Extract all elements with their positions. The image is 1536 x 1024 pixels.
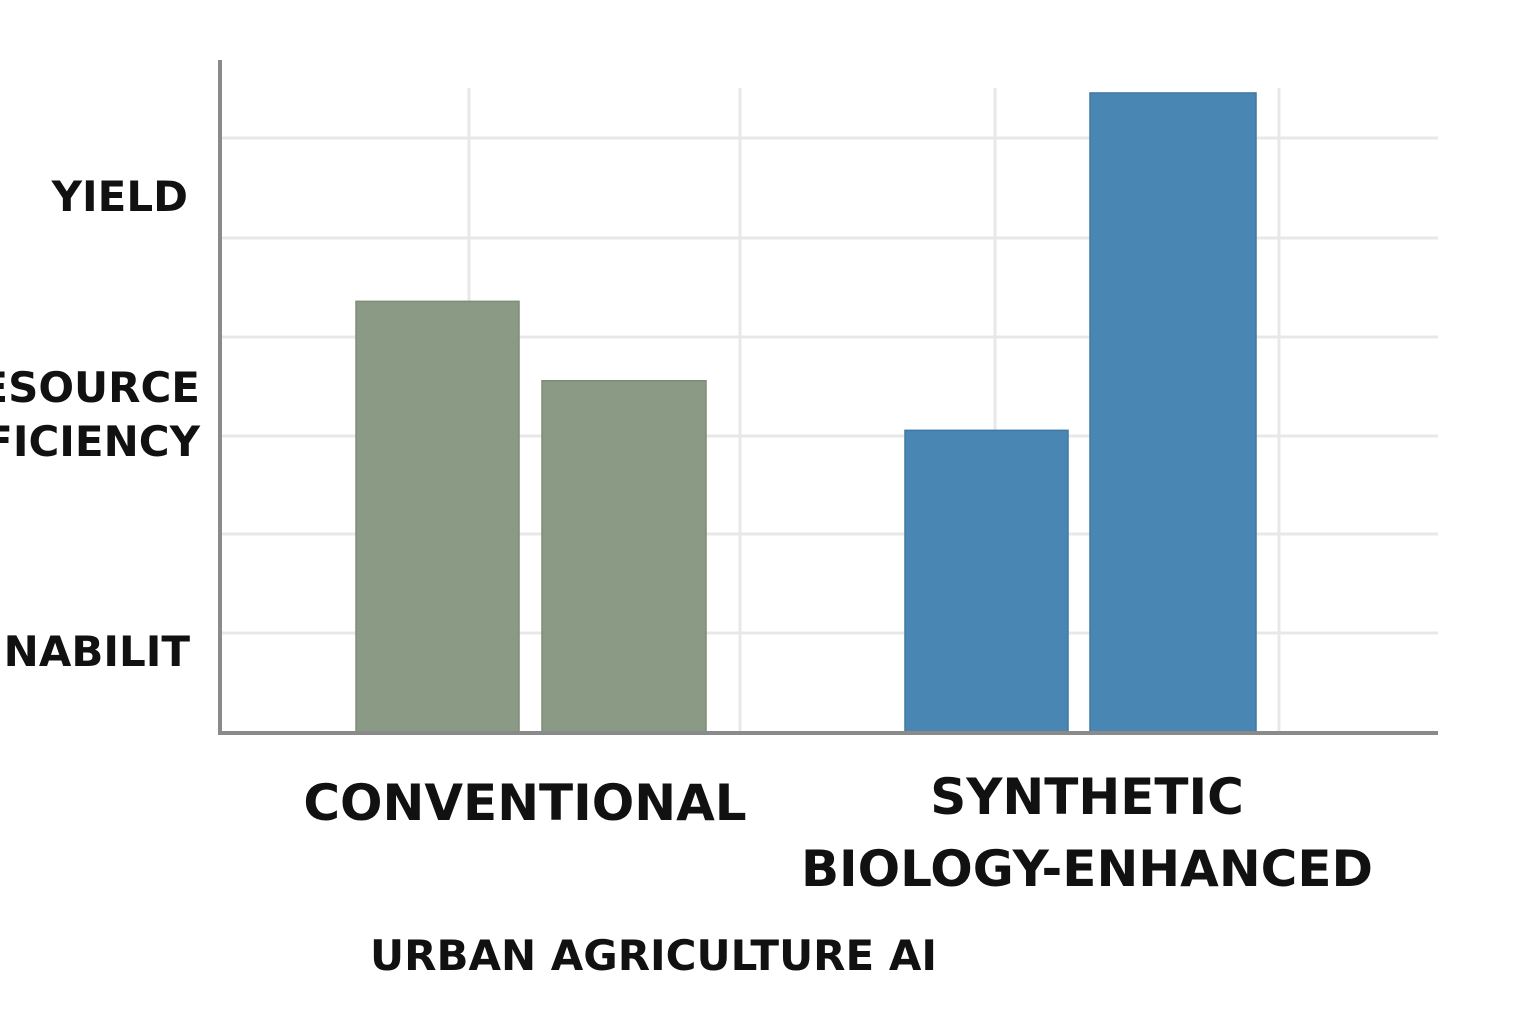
bar-1-1 <box>1089 92 1257 734</box>
y-tick-label-0-0: YIELD <box>51 172 188 221</box>
bar-1-0 <box>904 429 1069 734</box>
bar-0-0 <box>355 300 520 734</box>
y-tick-label-1-1: FICIENCY <box>0 417 201 466</box>
category-label-1-1: BIOLOGY-ENHANCED <box>801 840 1373 898</box>
x-axis-title: URBAN AGRICULTURE AI <box>370 931 937 980</box>
category-labels: CONVENTIONAL SYNTHETIC BIOLOGY-ENHANCED <box>303 768 1373 898</box>
y-tick-labels: YIELD ESOURCE FICIENCY NNABILIT <box>0 172 201 676</box>
y-tick-label-2-0: NNABILIT <box>0 627 190 676</box>
bar-0-1 <box>541 379 707 734</box>
bars <box>355 92 1257 734</box>
category-label-0-0: CONVENTIONAL <box>303 774 746 832</box>
category-label-1-0: SYNTHETIC <box>930 768 1244 826</box>
y-tick-label-1-0: ESOURCE <box>0 363 200 412</box>
